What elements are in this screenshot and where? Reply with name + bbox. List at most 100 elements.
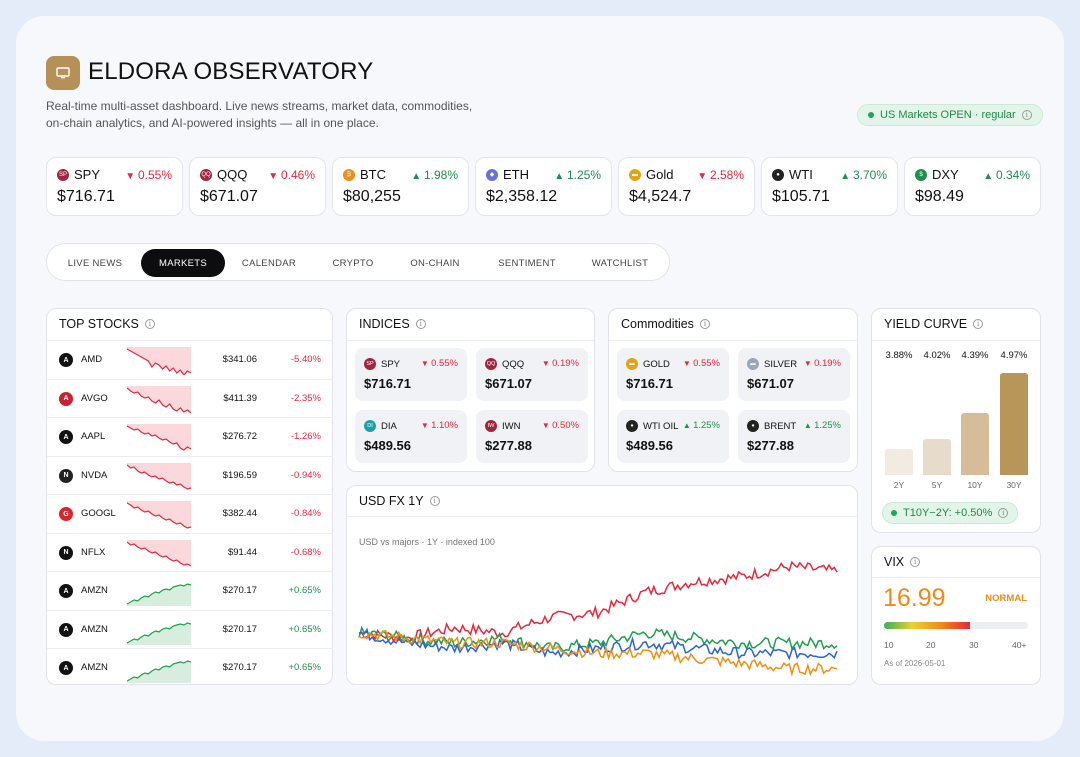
yield-bar-label: 5Y bbox=[931, 480, 943, 490]
stock-row-nvda[interactable]: N NVDA $196.59 -0.94% bbox=[47, 455, 333, 494]
fx-series-line-3 bbox=[358, 627, 838, 661]
sparkline-amzn bbox=[127, 621, 191, 645]
ticker-change: ▲ 1.25% bbox=[554, 168, 601, 182]
vix-asof: As of 2026-05-01 bbox=[884, 659, 946, 668]
vix-gauge-fill bbox=[884, 622, 971, 629]
commodities-item-brent[interactable]: ● BRENT ▲ 1.25% $277.88 bbox=[738, 410, 850, 463]
ticker-price: $80,255 bbox=[343, 188, 401, 205]
stock-row-aapl[interactable]: A AAPL $276.72 -1.26% bbox=[47, 417, 333, 455]
tab-watchlist[interactable]: WATCHLIST bbox=[591, 257, 649, 269]
yield-bar-value: 4.97% bbox=[1000, 350, 1028, 361]
info-icon[interactable]: i bbox=[144, 319, 155, 329]
vix-tick-label: 40+ bbox=[1012, 640, 1027, 650]
stock-row-googl[interactable]: G GOOGL $382.44 -0.84% bbox=[47, 494, 333, 532]
spread-badge[interactable]: T10Y−2Y: +0.50% i bbox=[882, 502, 1018, 524]
stock-symbol: GOOGL bbox=[81, 508, 116, 519]
commodities-item-gold[interactable]: ▬ GOLD ▼ 0.55% $716.71 bbox=[617, 348, 729, 401]
vix-tick-label: 30 bbox=[969, 640, 979, 650]
indices-item-qqq[interactable]: QQ QQQ ▼ 0.19% $671.07 bbox=[476, 348, 588, 401]
stock-change: +0.65% bbox=[288, 662, 322, 673]
ticker-change: ▲ 1.98% bbox=[411, 168, 458, 182]
indices-item-spy[interactable]: SP SPY ▼ 0.55% $716.71 bbox=[355, 348, 467, 401]
item-price: $716.71 bbox=[626, 376, 673, 391]
yield-bar-label: 2Y bbox=[893, 480, 905, 490]
yield-bar-10y[interactable] bbox=[961, 413, 989, 475]
ticker-symbol: Gold bbox=[646, 167, 674, 182]
yield-bar-value: 4.39% bbox=[961, 350, 989, 361]
item-symbol: IWN bbox=[502, 420, 521, 432]
item-change-value: 0.19% bbox=[814, 358, 841, 369]
ticker-name: ● WTI bbox=[772, 167, 813, 182]
item-change: ▼ 0.55% bbox=[421, 358, 458, 369]
stock-row-avgo[interactable]: A AVGO $411.39 -2.35% bbox=[47, 378, 333, 417]
info-icon[interactable]: i bbox=[699, 319, 710, 329]
ticker-card-qqq[interactable]: QQ QQQ ▼ 0.46% $671.07 bbox=[189, 157, 326, 216]
stock-price: $270.17 bbox=[222, 662, 257, 673]
tab-sentiment[interactable]: SENTIMENT bbox=[498, 257, 556, 269]
stock-change: -2.35% bbox=[290, 392, 321, 404]
yield-bar-2y[interactable] bbox=[885, 448, 913, 475]
arrow-down-icon: ▼ bbox=[125, 170, 138, 182]
item-change: ▼ 0.19% bbox=[542, 358, 579, 369]
stock-row-nflx[interactable]: N NFLX $91.44 -0.68% bbox=[47, 532, 333, 571]
info-icon[interactable]: i bbox=[973, 319, 984, 329]
market-status-badge[interactable]: US Markets OPEN · regular i bbox=[857, 104, 1043, 126]
ticker-name: ▬ Gold bbox=[629, 167, 673, 182]
ticker-change: ▼ 2.58% bbox=[697, 168, 744, 182]
ticker-card-wti[interactable]: ● WTI ▲ 3.70% $105.71 bbox=[761, 157, 898, 216]
sparkline-aapl bbox=[127, 424, 191, 451]
tab-crypto[interactable]: CRYPTO bbox=[332, 257, 374, 269]
ticker-change-value: 1.25% bbox=[566, 167, 601, 182]
yield-curve-card: YIELD CURVE i 3.88% 2Y 4.02% 5Y 4.39% 10Y 4.97%… bbox=[871, 308, 1041, 533]
fx-series-line-2 bbox=[358, 625, 838, 653]
tab-calendar[interactable]: CALENDAR bbox=[241, 257, 297, 269]
stock-row-amzn[interactable]: A AMZN $270.17 +0.65% bbox=[47, 571, 333, 609]
indices-item-dia[interactable]: DI DIA ▼ 1.10% $489.56 bbox=[355, 410, 467, 463]
item-change: ▼ 1.10% bbox=[421, 420, 458, 431]
item-price: $489.56 bbox=[364, 438, 411, 453]
stock-row-amzn[interactable]: A AMZN $270.17 +0.65% bbox=[47, 609, 333, 648]
info-icon[interactable]: i bbox=[429, 496, 440, 506]
ticker-card-gold[interactable]: ▬ Gold ▼ 2.58% $4,524.7 bbox=[618, 157, 755, 216]
vix-regime: NORMAL bbox=[985, 593, 1027, 604]
stock-price: $91.44 bbox=[227, 546, 257, 558]
stock-symbol: AMZN bbox=[81, 585, 108, 596]
commodities-item-wti-oil[interactable]: ● WTI OIL ▲ 1.25% $489.56 bbox=[617, 410, 729, 463]
stock-price: $276.72 bbox=[222, 431, 257, 442]
stock-row-amd[interactable]: A AMD $341.06 -5.40% bbox=[47, 340, 333, 378]
ticker-name: QQ QQQ bbox=[200, 167, 247, 182]
ticker-card-btc[interactable]: ₿ BTC ▲ 1.98% $80,255 bbox=[332, 157, 469, 216]
ticker-card-spy[interactable]: SP SPY ▼ 0.55% $716.71 bbox=[46, 157, 183, 216]
ticker-change: ▲ 3.70% bbox=[840, 168, 887, 182]
alphabet-icon: G bbox=[59, 507, 73, 521]
arrow-down-icon: ▼ bbox=[420, 359, 432, 368]
stock-symbol: AMD bbox=[81, 354, 103, 365]
commodities-item-silver[interactable]: ▬ SILVER ▼ 0.19% $671.07 bbox=[738, 348, 850, 401]
tab-markets[interactable]: MARKETS bbox=[141, 249, 225, 277]
ticker-change-value: 0.34% bbox=[995, 167, 1030, 182]
indices-item-iwn[interactable]: IW IWN ▼ 0.50% $277.88 bbox=[476, 410, 588, 463]
item-name: ▬ SILVER bbox=[747, 358, 797, 370]
item-change: ▲ 1.25% bbox=[804, 420, 841, 431]
ticker-card-eth[interactable]: ◆ ETH ▲ 1.25% $2,358.12 bbox=[475, 157, 612, 216]
info-icon[interactable]: i bbox=[910, 557, 921, 567]
tab-live-news[interactable]: LIVE NEWS bbox=[67, 257, 123, 269]
ticker-change-value: 2.58% bbox=[709, 167, 744, 182]
info-icon[interactable]: i bbox=[415, 319, 426, 329]
ticker-name: $ DXY bbox=[915, 167, 959, 182]
tab-on-chain[interactable]: ON-CHAIN bbox=[410, 257, 460, 269]
stock-symbol: NFLX bbox=[81, 546, 106, 558]
sparkline-googl bbox=[127, 501, 191, 529]
stock-change: -5.40% bbox=[290, 354, 321, 365]
iwn-icon: IW bbox=[485, 420, 497, 432]
ticker-name: ₿ BTC bbox=[343, 167, 386, 182]
yield-bar-5y[interactable] bbox=[923, 438, 951, 475]
ticker-card-dxy[interactable]: $ DXY ▲ 0.34% $98.49 bbox=[904, 157, 1041, 216]
stock-row-amzn[interactable]: A AMZN $270.17 +0.65% bbox=[47, 648, 333, 686]
yield-bar-30y[interactable] bbox=[1000, 373, 1028, 475]
info-icon[interactable]: i bbox=[998, 508, 1009, 518]
arrow-down-icon: ▼ bbox=[268, 170, 281, 182]
item-change-value: 1.10% bbox=[431, 420, 458, 431]
item-name: SP SPY bbox=[364, 358, 400, 370]
info-icon[interactable]: i bbox=[1021, 110, 1032, 120]
